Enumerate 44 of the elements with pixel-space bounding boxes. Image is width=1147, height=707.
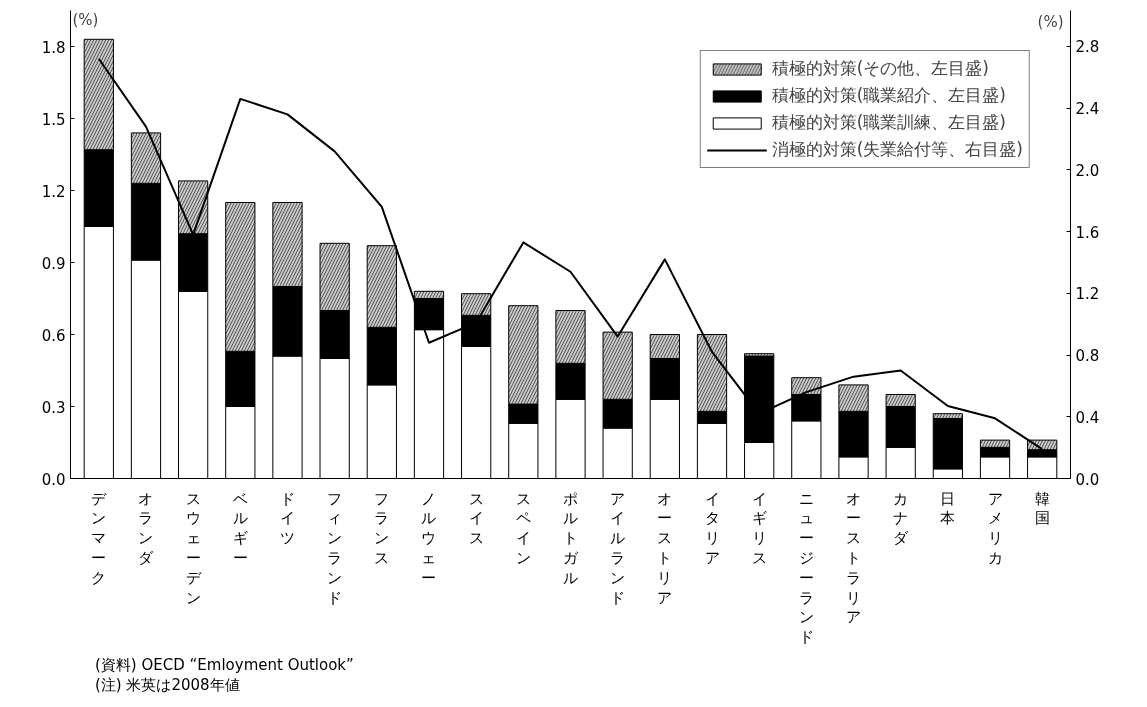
y2-axis-title: (%) xyxy=(1037,12,1064,31)
y-tick-label: 0.6 xyxy=(41,326,66,345)
x-tick-label: 韓国 xyxy=(1034,489,1050,528)
y-axis-title: (%) xyxy=(72,10,99,29)
y2-tick-label: 0.4 xyxy=(1075,408,1100,427)
x-tick-label: カナダ xyxy=(893,489,910,548)
y-tick-label: 1.5 xyxy=(41,110,66,129)
x-tick-label: スイス xyxy=(468,489,484,548)
x-tick-label: アメリカ xyxy=(987,489,1003,567)
x-tick-label: スウェーデン xyxy=(185,489,202,607)
y2-tick-label: 2.4 xyxy=(1075,100,1100,119)
y-tick-label: 1.2 xyxy=(41,182,66,201)
x-tick-label: スペイン xyxy=(515,489,531,567)
x-tick-label: オーストラリア xyxy=(846,489,862,627)
y2-tick-label: 0.8 xyxy=(1075,347,1100,366)
y2-tick-label: 0.0 xyxy=(1075,470,1100,489)
x-tick-label: ニュージーランド xyxy=(798,489,814,647)
x-tick-label: ベルギー xyxy=(232,489,248,567)
y-tick-label: 0.9 xyxy=(41,254,66,273)
legend-label: 消極的対策(失業給付等、右目盛) xyxy=(771,138,1023,161)
legend-label: 積極的対策(職業紹介、左目盛) xyxy=(771,84,1006,107)
y2-tick-label: 1.6 xyxy=(1075,223,1100,242)
x-tick-label: ドイツ xyxy=(279,489,295,548)
x-tick-label: アイルランド xyxy=(610,489,626,607)
x-tick-label: オランダ xyxy=(138,489,155,567)
text: (資料) OECD “Emloyment Outlook” xyxy=(95,656,354,674)
x-tick-label: 日本 xyxy=(940,489,956,528)
x-tick-label: イタリア xyxy=(704,489,720,567)
y2-tick-label: 1.2 xyxy=(1075,285,1100,304)
y-tick-label: 1.8 xyxy=(41,38,66,57)
x-tick-label: ノルウェー xyxy=(421,489,437,587)
y2-tick-label: 2.0 xyxy=(1075,161,1100,180)
x-tick-label: フランス xyxy=(374,489,390,567)
y-tick-label: 0.3 xyxy=(41,398,66,417)
x-tick-label: デンマーク xyxy=(91,489,108,587)
legend-label: 積極的対策(職業訓練、左目盛) xyxy=(771,111,1006,134)
x-tick-label: イギリス xyxy=(751,489,767,567)
y-tick-label: 0.0 xyxy=(41,470,66,489)
y2-tick-label: 2.8 xyxy=(1075,38,1100,57)
legend-label: 積極的対策(その他、左目盛) xyxy=(771,57,989,80)
x-tick-label: フィンランド xyxy=(327,489,343,607)
x-tick-label: ポルトガル xyxy=(563,489,579,587)
x-tick-label: オーストリア xyxy=(657,489,673,607)
text: (注) 米英は2008年値 xyxy=(95,676,240,694)
